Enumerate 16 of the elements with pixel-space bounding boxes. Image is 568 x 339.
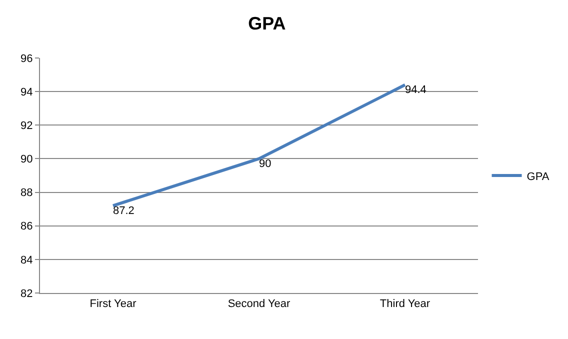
data-label: 90 <box>259 158 272 170</box>
y-tick-label: 86 <box>20 220 33 233</box>
x-tick-label: First Year <box>90 298 137 310</box>
y-tick-label: 84 <box>20 254 33 266</box>
x-tick-label: Second Year <box>228 298 291 310</box>
y-tick-label: 94 <box>20 86 33 98</box>
y-tick-label: 82 <box>20 288 33 300</box>
y-tick-label: 92 <box>20 120 33 132</box>
data-label: 94.4 <box>405 84 426 96</box>
x-tick-label: Third Year <box>380 298 430 310</box>
chart-title: GPA <box>248 14 286 34</box>
legend-label: GPA <box>526 170 550 183</box>
y-tick-label: 88 <box>20 187 33 200</box>
y-tick-label: 90 <box>20 154 33 166</box>
data-label: 87.2 <box>113 204 134 217</box>
y-tick-label: 96 <box>20 52 33 65</box>
